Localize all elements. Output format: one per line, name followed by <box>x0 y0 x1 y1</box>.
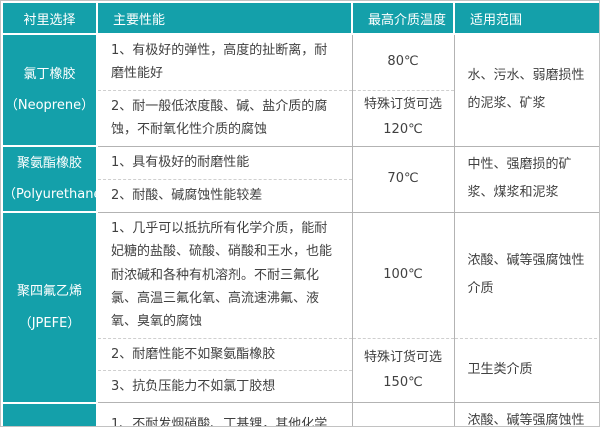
performance-cell: 3、抗负压能力不如氯丁胶想 <box>96 370 352 404</box>
temperature-cell: 100℃ <box>351 212 454 339</box>
lining-name-en: （Neoprene） <box>4 98 95 114</box>
lining-name-cn: 氯丁橡胶 <box>23 66 76 82</box>
scope-cell: 中性、强磨损的矿浆、煤浆和泥浆 <box>453 146 599 213</box>
table-row: 聚全氟乙丙烯 （F46） 1、不耐发烟硝酸、丁基锂，其他化学性能与聚四氟乙烯基本… <box>1 401 599 426</box>
performance-cell: 1、不耐发烟硝酸、丁基锂，其他化学性能与聚四氟乙烯基本相同 <box>96 402 352 426</box>
performance-cell: 2、耐一般低浓度酸、碱、盐介质的腐蚀，不耐氧化性介质的腐蚀 <box>96 90 352 147</box>
performance-cell: 2、耐酸、碱腐蚀性能较差 <box>96 179 352 213</box>
temp-value: 120℃ <box>383 122 423 138</box>
temp-note: 特殊订货可选 <box>363 97 442 113</box>
temp-value: 150℃ <box>383 374 423 390</box>
lining-name-cn: 聚氨酯橡胶 <box>16 155 82 171</box>
temp-note: 特殊订货可选 <box>363 349 442 365</box>
table-row: 2、耐磨性能不如聚氨酯橡胶 特殊订货可选 150℃ 卫生类介质 <box>2 338 599 404</box>
lining-name-en: （JPEFE） <box>18 315 81 331</box>
lining-name-ptfe: 聚四氟乙烯 （JPEFE） <box>1 211 98 404</box>
table-row: 氯丁橡胶 （Neoprene） 1、有极好的弹性，高度的扯断离，耐磨性能好 80… <box>1 32 599 148</box>
table-row: 聚四氟乙烯 （JPEFE） 1、几乎可以抵抗所有化学介质，能耐妃糖的盐酸、硫酸、… <box>1 211 599 404</box>
lining-name-polyurethane: 聚氨酯橡胶 （Polyurethane） <box>1 145 115 214</box>
temperature-cell: 特殊订货可选 150℃ <box>351 338 454 404</box>
scope-cell: 卫生类介质 <box>453 338 599 404</box>
performance-cell: 1、有极好的弹性，高度的扯断离，耐磨性能好 <box>96 34 352 91</box>
scope-cell: 浓酸、碱等强腐蚀性介质 <box>453 212 599 339</box>
lining-name-neoprene: 氯丁橡胶 （Neoprene） <box>1 32 98 148</box>
table-header-row: 衬里选择 主要性能 最高介质温度 适用范围 <box>1 1 599 35</box>
header-scope: 适用范围 <box>453 1 599 35</box>
scope-cell: 水、污水、弱磨损性的泥浆、矿浆 <box>453 34 599 147</box>
header-lining: 衬里选择 <box>1 1 98 35</box>
temperature-cell: 70℃ <box>351 146 454 213</box>
scope-cell: 浓酸、碱等强腐蚀性介质 <box>453 402 599 426</box>
temperature-cell: 特殊订货可选 120℃ <box>351 90 454 147</box>
performance-cell: 2、耐磨性能不如聚氨酯橡胶 <box>96 338 352 372</box>
lining-name-cn: 聚四氟乙烯 <box>16 284 82 300</box>
performance-cell: 1、具有极好的耐磨性能 <box>96 146 352 180</box>
performance-cell: 1、几乎可以抵抗所有化学介质，能耐妃糖的盐酸、硫酸、硝酸和王水，也能耐浓碱和各种… <box>96 212 352 339</box>
table-row: 聚氨酯橡胶 （Polyurethane） 1、具有极好的耐磨性能 70℃ 中性、… <box>1 145 599 214</box>
header-performance: 主要性能 <box>96 1 353 35</box>
table-row: 3、抗负压能力不如氯丁胶想 <box>2 370 599 404</box>
temperature-cell: 100℃ <box>351 402 454 426</box>
lining-name-en: （Polyurethane） <box>3 187 115 203</box>
temperature-cell: 80℃ <box>351 34 454 91</box>
lining-name-f46: 聚全氟乙丙烯 （F46） <box>1 401 98 426</box>
header-max-temp: 最高介质温度 <box>351 1 455 35</box>
table-row: 2、耐酸、碱腐蚀性能较差 <box>2 179 599 213</box>
table-row: 2、耐一般低浓度酸、碱、盐介质的腐蚀，不耐氧化性介质的腐蚀 特殊订货可选 120… <box>2 90 599 147</box>
